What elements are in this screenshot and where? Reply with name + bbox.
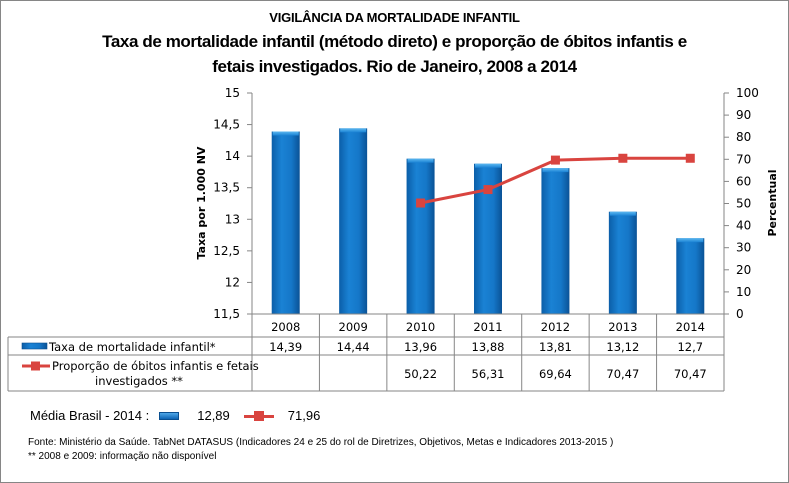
bar-body [271,131,300,314]
bar-highlight [407,158,434,163]
bar-body [339,128,368,314]
x-tick-label: 2008 [271,320,300,334]
chart-title: Taxa de mortalidade infantil (método dir… [0,29,789,79]
bar-highlight [475,163,501,168]
bar-legend-swatch-icon [21,342,48,350]
y-tick-label-right: 70 [736,152,751,166]
y-tick-label-left: 14 [225,149,240,163]
y-tick-label-left: 12 [225,275,240,289]
bar-highlight [542,168,569,173]
brazil-average-rate: 12,89 [197,408,230,423]
y-tick-label-right: 0 [736,307,744,321]
y-tick-label-left: 14,5 [213,118,240,132]
table-cell-rate: 13,81 [539,340,572,354]
line-marker [416,198,426,208]
table-cell-rate: 12,7 [677,340,703,354]
line-marker-swatch-icon [243,410,274,421]
y-tick-label-right: 40 [736,219,751,233]
bar [608,211,637,314]
bar [271,131,300,314]
bar-legend-swatch-body [21,342,48,350]
table-cell-percent: 56,31 [472,367,505,381]
bar [339,128,368,314]
x-tick-label: 2011 [473,320,502,334]
line-marker [483,185,493,195]
line-marker [685,153,695,163]
table-cell-percent: 70,47 [606,367,639,381]
source-note: Fonte: Ministério da Saúde. TabNet DATAS… [28,437,614,448]
y-tick-label-left: 13 [225,212,240,226]
line-legend-swatch-icon [22,361,50,371]
bar [541,168,570,314]
bar-highlight [272,131,299,136]
table-cell-rate: 13,12 [606,340,639,354]
x-tick-label: 2010 [406,320,435,334]
x-tick-label: 2012 [541,320,570,334]
y-axis-label-left: Taxa por 1.000 NV [195,146,208,259]
bar-swatch-icon [159,411,180,420]
line-legend-swatch-marker [31,361,40,371]
line-marker [550,155,560,165]
bar-highlight [340,128,367,133]
brazil-average-percent: 71,96 [287,408,321,423]
y-tick-label-right: 80 [736,130,751,144]
chart-supertitle: VIGILÂNCIA DA MORTALIDADE INFANTIL [269,10,520,25]
y-tick-label-right: 30 [736,241,751,255]
x-tick-label: 2014 [676,320,705,334]
bar-highlight [677,238,704,243]
y-tick-label-right: 20 [736,263,751,277]
table-cell-percent: 69,64 [539,367,572,381]
table-cell-rate: 13,88 [472,340,505,354]
table-cell-rate: 14,44 [337,340,370,354]
series-label-percent-line2: investigados ** [95,374,183,388]
table-cell-percent: 50,22 [404,367,437,381]
table-cell-percent: 70,47 [674,367,707,381]
y-tick-label-left: 11,5 [213,307,240,321]
bar-highlight [609,211,636,216]
bar [406,158,435,314]
availability-note: ** 2008 e 2009: informação não disponíve… [28,451,217,462]
x-tick-label: 2009 [339,320,368,334]
bar-body [608,211,637,314]
x-tick-label: 2013 [608,320,637,334]
series-label-percent-line1: Proporção de óbitos infantis e fetais [52,359,259,373]
y-tick-label-right: 10 [736,285,751,299]
brazil-average-label: Média Brasil - 2014 : [30,408,150,423]
bar [676,238,705,314]
y-tick-label-left: 12,5 [213,244,240,258]
line-marker [618,153,628,163]
y-axis-label-right: Percentual [766,169,779,236]
y-tick-label-left: 15 [225,86,240,100]
y-tick-label-right: 60 [736,174,751,188]
chart-title-line-2: fetais investigados. Rio de Janeiro, 200… [212,57,577,76]
y-tick-label-right: 100 [736,86,759,100]
bar-body [541,168,570,314]
y-tick-label-right: 90 [736,108,751,122]
bar-body [676,238,705,314]
y-tick-label-right: 50 [736,197,751,211]
table-cell-rate: 14,39 [269,340,302,354]
brazil-average-legend: Média Brasil - 2014 : 12,89 71,96 [30,408,320,423]
chart-title-line-1: Taxa de mortalidade infantil (método dir… [102,32,687,51]
y-tick-label-left: 13,5 [213,181,240,195]
series-label-rate: Taxa de mortalidade infantil* [48,340,216,354]
table-cell-rate: 13,96 [404,340,437,354]
bar-body [406,158,435,314]
